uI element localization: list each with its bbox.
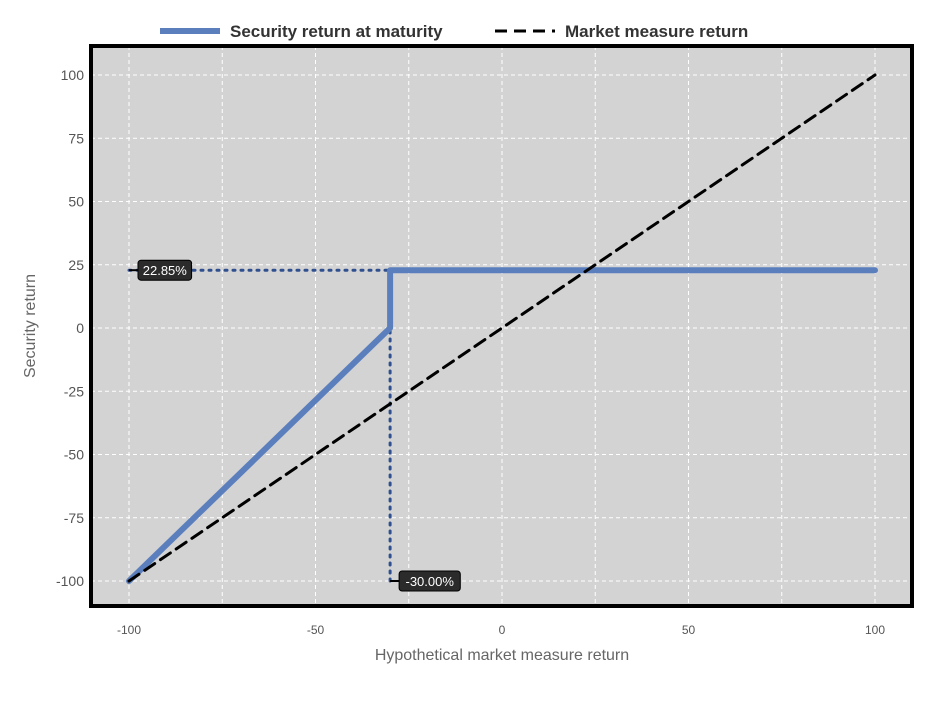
- annotation-box: [137, 259, 193, 281]
- y-axis-title: Security return: [22, 274, 39, 378]
- legend: Security return at maturity Market measur…: [160, 22, 748, 41]
- y-tick-label: 75: [68, 130, 84, 146]
- y-tick-label: -100: [56, 573, 84, 589]
- legend-label: Market measure return: [565, 22, 748, 41]
- y-tick-label: 100: [61, 67, 85, 83]
- x-tick-label: 50: [682, 623, 696, 637]
- plot-frame: [89, 44, 914, 608]
- series-lines: [126, 73, 878, 584]
- gridlines: [91, 46, 912, 606]
- annotation-label: 22.85%: [143, 263, 188, 278]
- tick-labels: -100 -50 0 50 100 100 75 50 25 0 -25 -50 -75 -100: [56, 67, 885, 637]
- market-return-line: [127, 73, 877, 583]
- security-return-line: [126, 267, 878, 584]
- y-tick-label: 0: [76, 320, 84, 336]
- annotation-labels: 22.85% -30.00%: [129, 259, 461, 592]
- y-tick-label: 50: [68, 194, 84, 210]
- x-tick-label: 100: [865, 623, 885, 637]
- y-tick-label: -75: [64, 510, 84, 526]
- x-tick-label: 0: [499, 623, 506, 637]
- annotation-label: -30.00%: [405, 574, 454, 589]
- x-tick-label: -100: [117, 623, 141, 637]
- legend-label: Security return at maturity: [230, 22, 443, 41]
- x-tick-label: -50: [307, 623, 325, 637]
- y-tick-label: 25: [68, 257, 84, 273]
- y-tick-label: -25: [64, 383, 84, 399]
- annotation-box: [398, 570, 461, 592]
- y-tick-label: -50: [64, 447, 84, 463]
- x-axis-title: Hypothetical market measure return: [375, 647, 629, 664]
